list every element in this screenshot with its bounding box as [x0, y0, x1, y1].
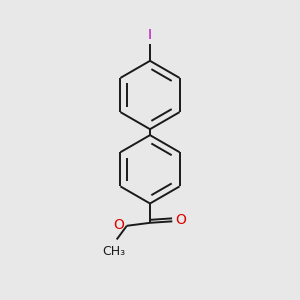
Text: O: O — [175, 213, 186, 227]
Text: CH₃: CH₃ — [102, 244, 125, 257]
Text: I: I — [148, 28, 152, 42]
Text: O: O — [114, 218, 124, 232]
